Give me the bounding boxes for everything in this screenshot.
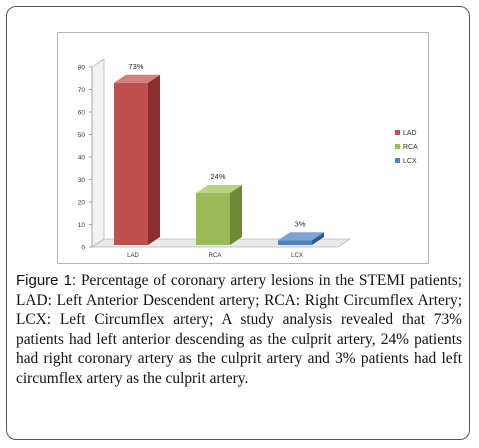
data-label-rca: 24% [210,172,225,181]
legend-swatch-lad [395,130,400,135]
legend-label-lcx: LCX [403,158,417,165]
y-tick-label: 60 [78,110,86,117]
figure-caption: Figure 1: Percentage of coronary artery … [16,271,462,389]
y-tick-label: 50 [78,132,86,139]
figure-label: Figure 1: [16,272,77,289]
legend-label-lad: LAD [403,130,417,137]
bar-side-lcx [312,232,324,245]
y-tick-label: 40 [78,155,86,162]
caption-text: Percentage of coronary artery lesions in… [16,272,462,387]
x-tick-label-lad: LAD [127,253,139,259]
chart-container: 0 10 20 30 40 50 60 70 80 73% LAD 24% RCA 3% LCX LAD RCA… [57,32,429,264]
bar-chart: 0 10 20 30 40 50 60 70 80 73% LAD 24% RCA 3% LCX LAD RCA… [78,58,418,259]
y-tick-label: 20 [78,200,86,207]
bar-side-rca [230,185,242,245]
y-tick-label: 70 [78,87,86,94]
data-label-lcx: 3% [295,219,306,228]
bar-top-lad [114,74,160,83]
bar-side-lad [148,74,160,245]
bar-lad [114,82,148,245]
bar-lcx [278,240,312,245]
data-label-lad: 73% [128,62,143,71]
legend-label-rca: RCA [403,144,418,151]
y-tick-label: 80 [78,65,86,72]
y-tick-label: 10 [78,222,86,229]
y-tick-label: 0 [81,245,85,252]
bar-top-rca [196,185,242,193]
bar-rca [196,193,230,245]
x-tick-label-lcx: LCX [291,253,303,259]
y-tick-label: 30 [78,177,86,184]
figure-frame: 0 10 20 30 40 50 60 70 80 73% LAD 24% RCA 3% LCX LAD RCA… [6,6,470,440]
legend-swatch-lcx [395,158,400,163]
legend-swatch-rca [395,144,400,149]
chart-side-wall [91,58,105,248]
x-tick-label-rca: RCA [209,253,222,259]
bar-top-lcx [278,232,324,241]
